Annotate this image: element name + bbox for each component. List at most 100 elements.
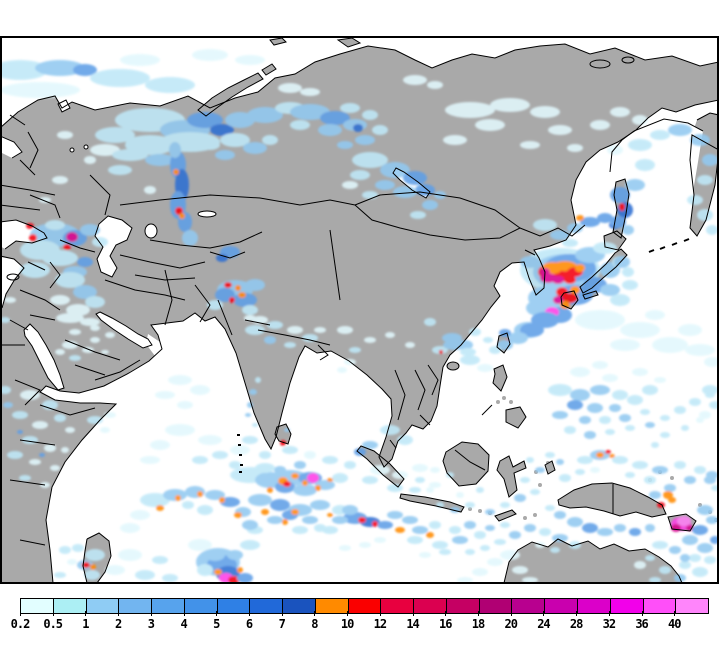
precip-cell [645,422,655,428]
colorbar-tick [445,611,447,616]
precip-cell [570,286,580,294]
precip-cell [50,465,60,471]
precip-cell [4,297,16,303]
precip-cell [240,540,260,550]
precip-cell [520,323,544,337]
precip-cell [224,282,232,288]
precip-cell [42,250,78,266]
precip-cell [152,556,168,564]
precip-cell [590,385,610,395]
precip-cell [314,327,326,333]
precip-cell [84,570,100,580]
precip-cell [575,264,585,272]
precip-cell [62,341,78,349]
precip-cell [352,152,388,168]
precip-cell [200,140,220,150]
precip-cell [210,124,234,136]
precip-cell [474,531,486,539]
precip-cell [487,558,503,566]
precip-cell [290,104,330,120]
precip-cell [403,171,427,185]
precip-cell [514,494,526,502]
precip-cell [370,465,390,475]
precip-cell [520,141,540,149]
precip-cell [460,355,480,365]
precip-cell [610,187,630,203]
precip-cell [706,225,717,235]
precip-cell [52,176,68,184]
precip-cell [652,466,668,474]
precip-cell [645,310,665,320]
australia [504,539,682,582]
colorbar-label: 32 [602,617,616,631]
precip-cell [605,429,615,435]
precip-cell [494,539,506,545]
precip-cell [577,456,593,464]
precip-cell [464,521,476,529]
precip-cell [640,409,650,415]
precip-cell [244,315,256,321]
precip-cell [72,544,84,552]
colorbar-segment [314,599,348,613]
precip-cell [29,459,41,465]
colorbar-label: 1 [82,617,89,631]
precip-cell [214,569,222,575]
precip-cell [575,310,625,330]
precip-cell [552,276,564,284]
precip-cell [264,336,276,344]
precip-cell [609,454,615,458]
precip-cell [245,325,265,335]
precip-cell [84,156,96,164]
precip-cell [526,457,534,463]
precip-cell [465,502,475,508]
precip-cell [614,524,626,532]
precip-cell [212,451,228,459]
precip-cell [412,464,428,472]
precip-cell [410,211,426,219]
precip-cell [302,334,318,342]
precip-cell [177,401,193,409]
precip-cell [259,451,271,459]
precip-cell [490,98,530,112]
precip-cell [432,346,448,354]
colorbar-tick [281,611,283,616]
colorbar-segment [216,599,250,613]
precip-cell [694,466,706,474]
precip-cell [163,489,187,501]
precip-cell [612,456,628,464]
precip-cell [610,107,630,117]
precip-cell [20,390,40,400]
colorbar-tick [85,611,87,616]
precip-cell [526,300,550,316]
precip-cell [619,203,625,211]
precip-cell [173,169,179,175]
precipitation-colorbar [20,598,709,614]
precip-cell [290,120,310,130]
precip-cell [245,279,265,291]
precip-cell [327,478,333,482]
precip-cell [374,537,386,543]
precip-cell [39,453,45,457]
precip-cell [235,285,241,291]
precip-cell [2,60,48,80]
kuril-islands [648,238,690,253]
precip-cell [307,473,319,483]
precip-cell [628,139,652,151]
precip-cell [483,337,493,343]
wrangel-island [590,60,610,68]
precip-cell [439,350,443,354]
precip-cell [530,489,540,495]
precip-cell [249,389,257,395]
precip-cell [73,64,97,76]
precip-cell [387,511,403,519]
precip-cell [602,374,618,382]
precip-cell [590,120,610,130]
colorbar-tick [543,611,545,616]
precip-cell [255,377,261,383]
borneo [443,442,489,486]
precip-cell [605,450,611,454]
precip-cell [284,342,296,348]
colorbar-label: 8 [311,617,318,631]
precip-cell [567,223,583,233]
